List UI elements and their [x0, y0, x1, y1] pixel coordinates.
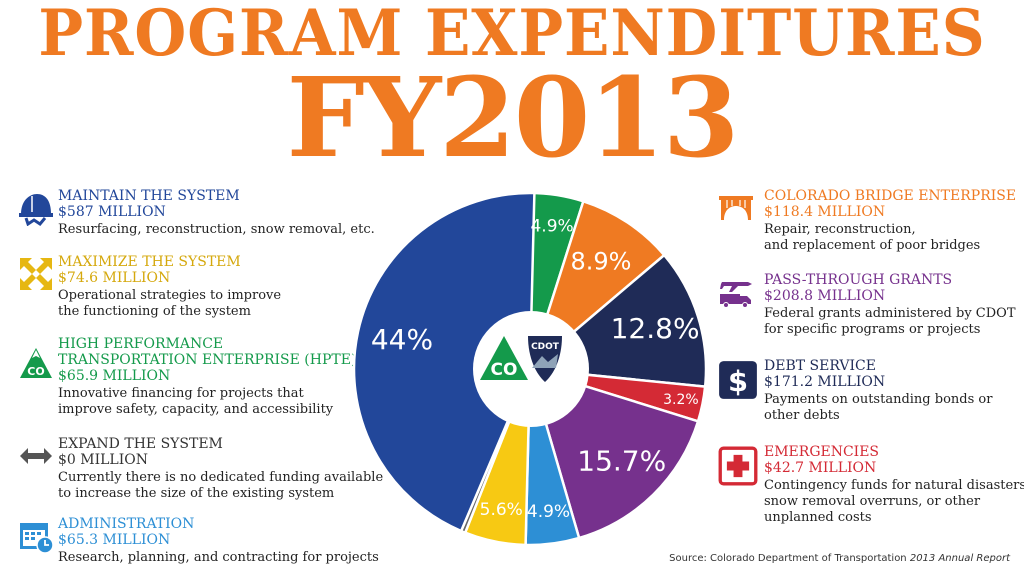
pie-slice-label: 8.9% [570, 247, 631, 275]
medical-cross-icon [718, 446, 758, 486]
bridge-amount: $118.4 MILLION [764, 204, 886, 220]
pie-slice-maintain-the-system [352, 191, 536, 533]
maximize-desc-line: the functioning of the system [58, 304, 251, 319]
expand-desc-line: Currently there is no dedicated funding … [58, 470, 384, 485]
administration-name: ADMINISTRATION [58, 516, 195, 532]
pie-slice-label: 12.8% [611, 312, 700, 345]
debt-desc-line: Payments on outstanding bonds or [764, 392, 993, 407]
logo-cdot-text: CDOT [531, 342, 560, 352]
bridge-desc-line: Repair, reconstruction, [764, 222, 916, 237]
pie-slice-label: 0% [444, 539, 468, 557]
co-mountain-icon: CO [20, 348, 52, 378]
double-arrow-icon [20, 448, 52, 464]
svg-text:$: $ [728, 364, 748, 398]
emergencies-desc-line: unplanned costs [764, 510, 872, 525]
bridge-name: COLORADO BRIDGE ENTERPRISE [764, 188, 1017, 204]
pie-slice-label: 4.9% [527, 502, 570, 522]
debt-amount: $171.2 MILLION [764, 374, 886, 390]
maintain-desc-line: Resurfacing, reconstruction, snow remova… [58, 222, 375, 237]
calendar-clock-icon [20, 523, 54, 554]
emergencies-name: EMERGENCIES [764, 444, 880, 460]
debt-desc-line: other debts [764, 408, 840, 423]
pie-slice-label: 3.2% [663, 392, 699, 408]
pie-slice-label: 15.7% [577, 444, 666, 477]
maintain-amount: $587 MILLION [58, 204, 166, 220]
administration-amount: $65.3 MILLION [58, 532, 171, 548]
hpte-desc-line: improve safety, capacity, and accessibil… [58, 402, 334, 417]
expenditures-pie-chart: 4.9%8.9%12.8%3.2%15.7%4.9%5.6%0%44% CO C… [352, 191, 708, 557]
hpte-name-line-2: TRANSPORTATION ENTERPRISE (HPTE) [58, 352, 357, 368]
maximize-desc-line: Operational strategies to improve [58, 288, 282, 303]
pie-slice-label: 4.9% [530, 217, 573, 237]
pie-slice-pass-through-grants [528, 367, 700, 540]
svg-text:CO: CO [27, 365, 44, 378]
title-line-1: PROGRAM EXPENDITURES [38, 0, 986, 71]
emergencies-desc-line: Contingency funds for natural disasters, [764, 478, 1024, 493]
maintain-name: MAINTAIN THE SYSTEM [58, 188, 240, 204]
dollar-sign-icon: $ [719, 361, 757, 399]
passthrough-desc-line: Federal grants administered by CDOT [764, 306, 1016, 321]
debt-name: DEBT SERVICE [764, 358, 876, 374]
title-line-2: FY2013 [286, 53, 740, 182]
cdot-logo: CO CDOT [473, 311, 589, 427]
passthrough-amount: $208.8 MILLION [764, 288, 886, 304]
source-prefix: Source: Colorado Department of Transport… [669, 553, 910, 564]
bridge-desc-line: and replacement of poor bridges [764, 238, 981, 253]
logo-co-text: CO [491, 360, 518, 380]
pie-slice-label: 44% [371, 323, 433, 356]
emergencies-desc-line: snow removal overruns, or other [764, 494, 981, 509]
maximize-name: MAXIMIZE THE SYSTEM [58, 254, 241, 270]
maximize-amount: $74.6 MILLION [58, 270, 171, 286]
plane-truck-icon [720, 282, 752, 308]
expand-amount: $0 MILLION [58, 452, 148, 468]
passthrough-desc-line: for specific programs or projects [764, 322, 981, 337]
source-report: 2013 Annual Report [909, 553, 1010, 564]
passthrough-name: PASS-THROUGH GRANTS [764, 272, 953, 288]
administration-desc-line: Research, planning, and contracting for … [58, 550, 379, 565]
hpte-amount: $65.9 MILLION [58, 368, 171, 384]
expand-desc-line: to increase the size of the existing sys… [58, 486, 335, 501]
source-note: Source: Colorado Department of Transport… [669, 553, 1010, 564]
bridge-icon [719, 196, 753, 220]
pie-slice-label: 5.6% [480, 500, 523, 520]
expand-name: EXPAND THE SYSTEM [58, 436, 223, 452]
hard-hat-icon [19, 194, 53, 226]
emergencies-amount: $42.7 MILLION [764, 460, 877, 476]
hpte-desc-line: Innovative financing for projects that [58, 386, 304, 401]
expand-arrows-icon [20, 258, 52, 290]
hpte-name: HIGH PERFORMANCE [58, 336, 224, 352]
